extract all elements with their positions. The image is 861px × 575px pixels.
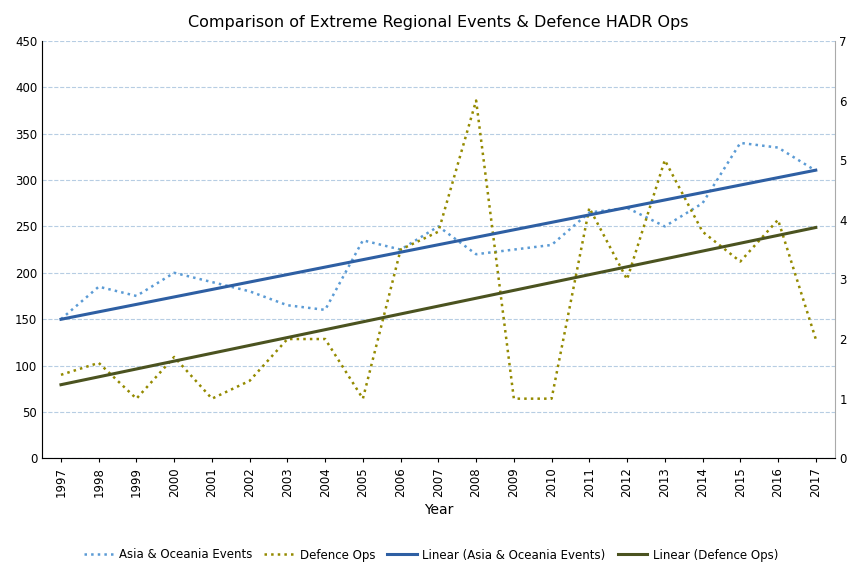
- Defence Ops: [621, 276, 631, 283]
- Linear (Asia & Oceania Events): [772, 174, 783, 181]
- Linear (Defence Ops): [169, 358, 179, 365]
- Linear (Asia & Oceania Events): [433, 242, 443, 248]
- Linear (Defence Ops): [245, 342, 255, 349]
- Asia & Oceania Events: [433, 223, 443, 230]
- Linear (Defence Ops): [508, 287, 518, 294]
- Linear (Asia & Oceania Events): [470, 234, 480, 241]
- Defence Ops: [809, 336, 820, 343]
- Linear (Defence Ops): [395, 310, 406, 317]
- Asia & Oceania Events: [282, 302, 292, 309]
- Linear (Defence Ops): [282, 334, 292, 341]
- Asia & Oceania Events: [357, 237, 368, 244]
- Defence Ops: [697, 228, 707, 235]
- Asia & Oceania Events: [546, 242, 556, 248]
- Defence Ops: [282, 336, 292, 343]
- Defence Ops: [319, 336, 330, 343]
- Defence Ops: [357, 395, 368, 402]
- Asia & Oceania Events: [659, 223, 669, 230]
- Linear (Defence Ops): [734, 240, 745, 247]
- Asia & Oceania Events: [584, 209, 594, 216]
- Linear (Defence Ops): [94, 373, 104, 380]
- Linear (Defence Ops): [546, 279, 556, 286]
- Linear (Asia & Oceania Events): [169, 293, 179, 300]
- Linear (Asia & Oceania Events): [546, 219, 556, 226]
- Asia & Oceania Events: [697, 200, 707, 206]
- Linear (Defence Ops): [131, 366, 141, 373]
- Linear (Asia & Oceania Events): [207, 286, 217, 293]
- Linear (Asia & Oceania Events): [508, 227, 518, 233]
- Asia & Oceania Events: [131, 293, 141, 300]
- Linear (Defence Ops): [319, 326, 330, 333]
- Asia & Oceania Events: [395, 246, 406, 253]
- Asia & Oceania Events: [169, 269, 179, 276]
- Defence Ops: [470, 97, 480, 104]
- Linear (Asia & Oceania Events): [734, 182, 745, 189]
- Asia & Oceania Events: [621, 204, 631, 211]
- Linear (Asia & Oceania Events): [621, 204, 631, 211]
- Legend: Asia & Oceania Events, Defence Ops, Linear (Asia & Oceania Events), Linear (Defe: Asia & Oceania Events, Defence Ops, Line…: [79, 544, 782, 566]
- Linear (Defence Ops): [207, 350, 217, 356]
- Asia & Oceania Events: [772, 144, 783, 151]
- Defence Ops: [508, 395, 518, 402]
- Defence Ops: [395, 246, 406, 253]
- Title: Comparison of Extreme Regional Events & Defence HADR Ops: Comparison of Extreme Regional Events & …: [188, 15, 688, 30]
- Defence Ops: [94, 359, 104, 366]
- Linear (Defence Ops): [772, 232, 783, 239]
- Defence Ops: [245, 377, 255, 384]
- Linear (Asia & Oceania Events): [395, 249, 406, 256]
- Defence Ops: [734, 258, 745, 265]
- Linear (Defence Ops): [470, 295, 480, 302]
- Linear (Defence Ops): [621, 263, 631, 270]
- Line: Linear (Defence Ops): Linear (Defence Ops): [61, 228, 815, 385]
- Asia & Oceania Events: [470, 251, 480, 258]
- Asia & Oceania Events: [245, 288, 255, 295]
- Linear (Asia & Oceania Events): [809, 167, 820, 174]
- Linear (Asia & Oceania Events): [94, 308, 104, 315]
- Asia & Oceania Events: [56, 316, 66, 323]
- Defence Ops: [56, 371, 66, 378]
- Linear (Asia & Oceania Events): [282, 271, 292, 278]
- Defence Ops: [546, 395, 556, 402]
- Line: Linear (Asia & Oceania Events): Linear (Asia & Oceania Events): [61, 170, 815, 319]
- Linear (Asia & Oceania Events): [659, 197, 669, 204]
- Linear (Asia & Oceania Events): [697, 189, 707, 196]
- Linear (Asia & Oceania Events): [131, 301, 141, 308]
- Asia & Oceania Events: [207, 279, 217, 286]
- Linear (Asia & Oceania Events): [56, 316, 66, 323]
- Defence Ops: [207, 395, 217, 402]
- Linear (Defence Ops): [697, 248, 707, 255]
- Asia & Oceania Events: [809, 167, 820, 174]
- X-axis label: Year: Year: [424, 503, 453, 517]
- Asia & Oceania Events: [94, 283, 104, 290]
- Asia & Oceania Events: [508, 246, 518, 253]
- Line: Defence Ops: Defence Ops: [61, 101, 815, 398]
- Linear (Asia & Oceania Events): [319, 264, 330, 271]
- Linear (Defence Ops): [433, 302, 443, 309]
- Linear (Defence Ops): [56, 381, 66, 388]
- Asia & Oceania Events: [319, 306, 330, 313]
- Defence Ops: [169, 354, 179, 361]
- Linear (Asia & Oceania Events): [584, 212, 594, 218]
- Defence Ops: [131, 395, 141, 402]
- Linear (Asia & Oceania Events): [357, 256, 368, 263]
- Linear (Asia & Oceania Events): [245, 278, 255, 285]
- Defence Ops: [772, 216, 783, 223]
- Defence Ops: [433, 228, 443, 235]
- Line: Asia & Oceania Events: Asia & Oceania Events: [61, 143, 815, 319]
- Asia & Oceania Events: [734, 140, 745, 147]
- Linear (Defence Ops): [357, 319, 368, 325]
- Linear (Defence Ops): [809, 224, 820, 231]
- Linear (Defence Ops): [659, 255, 669, 262]
- Defence Ops: [659, 157, 669, 164]
- Defence Ops: [584, 204, 594, 211]
- Linear (Defence Ops): [584, 271, 594, 278]
